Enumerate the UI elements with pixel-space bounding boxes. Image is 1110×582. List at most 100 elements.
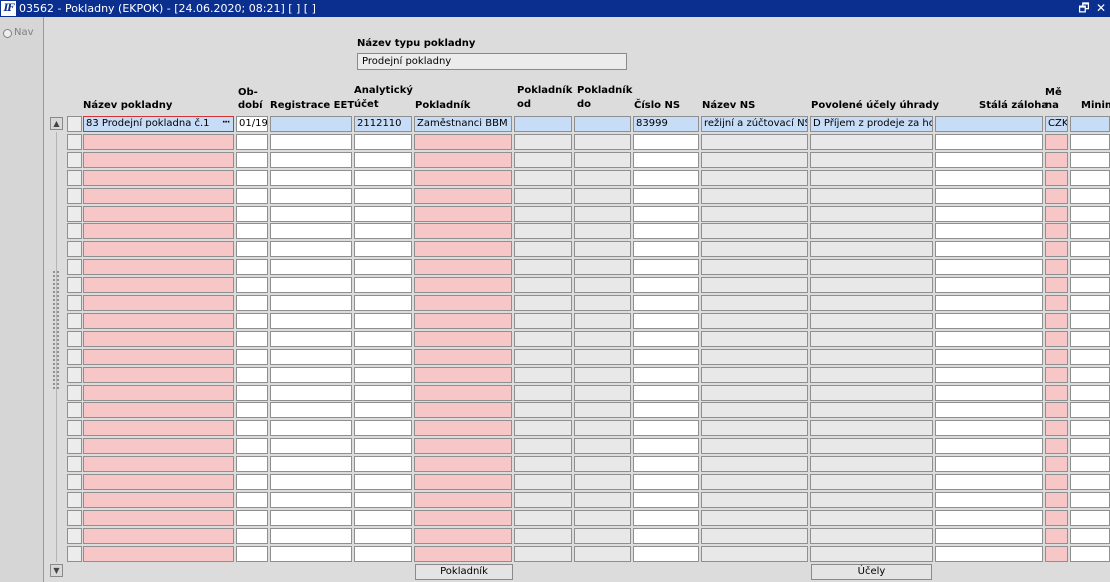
cell-nazev[interactable] — [83, 152, 234, 168]
cell-ucet[interactable] — [354, 546, 412, 562]
row1-do-field[interactable] — [574, 116, 631, 132]
cell-od[interactable] — [514, 134, 572, 150]
cell-minim[interactable] — [1070, 223, 1110, 239]
cell-ucely[interactable] — [810, 277, 933, 293]
cell-nazev_ns[interactable] — [701, 188, 808, 204]
cell-ucely[interactable] — [810, 474, 933, 490]
cell-nazev[interactable] — [83, 188, 234, 204]
cell-sel[interactable] — [67, 277, 82, 293]
cell-mena[interactable] — [1045, 367, 1068, 383]
row1-pokladnik-field[interactable]: Zaměstnanci BBM — [414, 116, 512, 132]
row1-mena-field[interactable]: CZK — [1045, 116, 1068, 132]
cell-do[interactable] — [574, 474, 631, 490]
cell-nazev_ns[interactable] — [701, 277, 808, 293]
cell-do[interactable] — [574, 313, 631, 329]
cell-sel[interactable] — [67, 295, 82, 311]
cell-pokladnik[interactable] — [414, 259, 512, 275]
cell-cislo_ns[interactable] — [633, 510, 699, 526]
cell-obdobi[interactable] — [236, 134, 268, 150]
cell-cislo_ns[interactable] — [633, 241, 699, 257]
cell-cislo_ns[interactable] — [633, 492, 699, 508]
scroll-up-icon[interactable]: ▲ — [50, 117, 63, 130]
cell-pokladnik[interactable] — [414, 420, 512, 436]
cell-zaloha[interactable] — [935, 223, 1043, 239]
cell-nazev[interactable] — [83, 528, 234, 544]
cell-mena[interactable] — [1045, 188, 1068, 204]
cell-nazev_ns[interactable] — [701, 313, 808, 329]
cell-sel[interactable] — [67, 331, 82, 347]
row1-nazev_ns-field[interactable]: režijní a zúčtovací NS — [701, 116, 808, 132]
cell-ucet[interactable] — [354, 510, 412, 526]
cell-pokladnik[interactable] — [414, 313, 512, 329]
cell-obdobi[interactable] — [236, 349, 268, 365]
cell-nazev[interactable] — [83, 313, 234, 329]
cell-od[interactable] — [514, 223, 572, 239]
cell-minim[interactable] — [1070, 331, 1110, 347]
cell-cislo_ns[interactable] — [633, 188, 699, 204]
cell-nazev_ns[interactable] — [701, 420, 808, 436]
cell-sel[interactable] — [67, 385, 82, 401]
cell-zaloha[interactable] — [935, 313, 1043, 329]
cell-minim[interactable] — [1070, 420, 1110, 436]
cell-minim[interactable] — [1070, 367, 1110, 383]
cell-zaloha[interactable] — [935, 546, 1043, 562]
cell-eet[interactable] — [270, 259, 352, 275]
cell-eet[interactable] — [270, 367, 352, 383]
cell-pokladnik[interactable] — [414, 152, 512, 168]
ucely-button[interactable]: Účely — [811, 564, 932, 580]
cell-minim[interactable] — [1070, 259, 1110, 275]
cell-zaloha[interactable] — [935, 277, 1043, 293]
cell-pokladnik[interactable] — [414, 188, 512, 204]
cell-eet[interactable] — [270, 510, 352, 526]
cell-od[interactable] — [514, 546, 572, 562]
cell-od[interactable] — [514, 456, 572, 472]
cell-sel[interactable] — [67, 510, 82, 526]
cell-ucely[interactable] — [810, 206, 933, 222]
cell-sel[interactable] — [67, 313, 82, 329]
cell-zaloha[interactable] — [935, 474, 1043, 490]
cell-ucet[interactable] — [354, 385, 412, 401]
cell-zaloha[interactable] — [935, 438, 1043, 454]
cell-do[interactable] — [574, 295, 631, 311]
cell-ucely[interactable] — [810, 438, 933, 454]
cell-nazev[interactable] — [83, 170, 234, 186]
cell-obdobi[interactable] — [236, 367, 268, 383]
cell-obdobi[interactable] — [236, 474, 268, 490]
cell-ucely[interactable] — [810, 420, 933, 436]
cell-eet[interactable] — [270, 170, 352, 186]
cell-od[interactable] — [514, 474, 572, 490]
cell-obdobi[interactable] — [236, 277, 268, 293]
cell-od[interactable] — [514, 349, 572, 365]
cell-zaloha[interactable] — [935, 349, 1043, 365]
cell-ucely[interactable] — [810, 241, 933, 257]
cell-nazev[interactable] — [83, 259, 234, 275]
cell-ucet[interactable] — [354, 438, 412, 454]
cell-zaloha[interactable] — [935, 152, 1043, 168]
cell-ucely[interactable] — [810, 331, 933, 347]
cell-minim[interactable] — [1070, 313, 1110, 329]
cell-ucet[interactable] — [354, 402, 412, 418]
cell-cislo_ns[interactable] — [633, 546, 699, 562]
typ-pokladny-field[interactable]: Prodejní pokladny — [357, 53, 627, 70]
cell-od[interactable] — [514, 313, 572, 329]
cell-nazev_ns[interactable] — [701, 134, 808, 150]
cell-cislo_ns[interactable] — [633, 402, 699, 418]
cell-ucely[interactable] — [810, 223, 933, 239]
cell-minim[interactable] — [1070, 456, 1110, 472]
cell-obdobi[interactable] — [236, 188, 268, 204]
cell-mena[interactable] — [1045, 492, 1068, 508]
cell-nazev[interactable] — [83, 134, 234, 150]
cell-pokladnik[interactable] — [414, 367, 512, 383]
cell-mena[interactable] — [1045, 206, 1068, 222]
cell-zaloha[interactable] — [935, 295, 1043, 311]
cell-zaloha[interactable] — [935, 170, 1043, 186]
cell-ucely[interactable] — [810, 385, 933, 401]
cell-do[interactable] — [574, 188, 631, 204]
cell-cislo_ns[interactable] — [633, 313, 699, 329]
cell-do[interactable] — [574, 438, 631, 454]
cell-minim[interactable] — [1070, 349, 1110, 365]
cell-pokladnik[interactable] — [414, 241, 512, 257]
cell-eet[interactable] — [270, 277, 352, 293]
cell-obdobi[interactable] — [236, 259, 268, 275]
cell-obdobi[interactable] — [236, 402, 268, 418]
